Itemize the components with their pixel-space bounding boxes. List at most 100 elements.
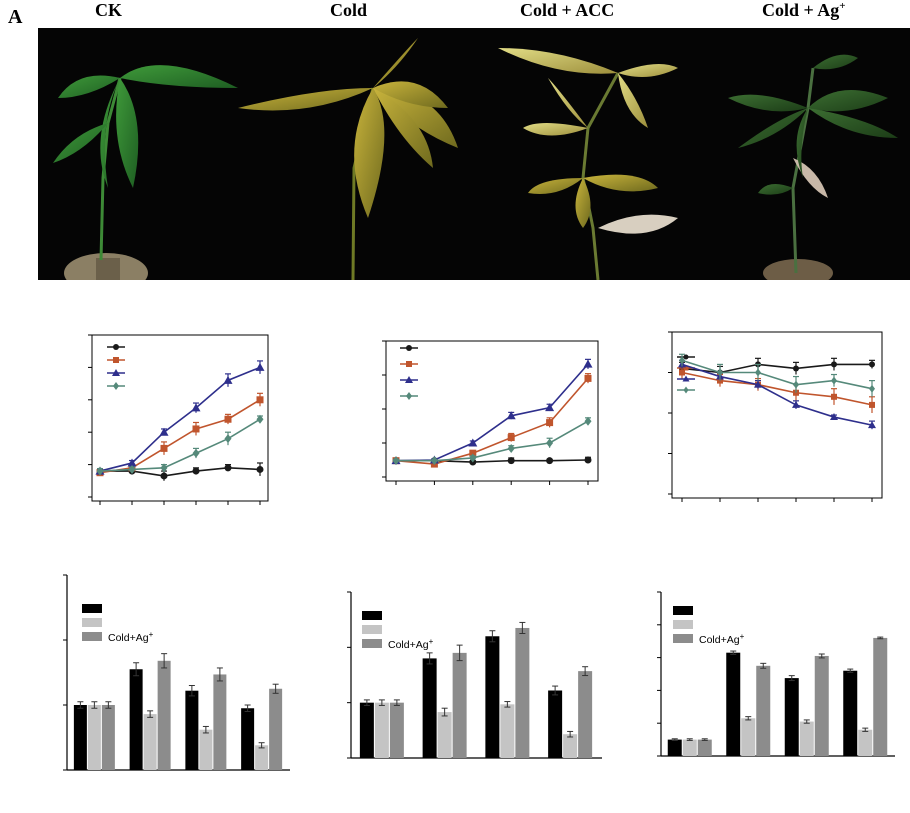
data-point: [256, 414, 264, 424]
bar: [814, 655, 829, 756]
data-point: [793, 380, 799, 389]
axis-frame: [671, 331, 883, 499]
series-line: [396, 420, 589, 462]
data-point: [96, 466, 104, 476]
bar: [500, 704, 515, 758]
legend-swatch: [82, 632, 102, 641]
data-point: [469, 453, 477, 463]
series-line: [681, 371, 873, 406]
legend-marker: [406, 392, 412, 400]
bar: [101, 705, 115, 770]
plant-ck: [53, 65, 238, 280]
legend-swatch: [673, 634, 693, 643]
panel-b-electrolyte-chart: [88, 334, 269, 505]
data-point: [869, 401, 875, 408]
data-point: [583, 359, 593, 368]
data-point: [584, 416, 592, 426]
data-point: [793, 365, 799, 372]
bar: [843, 670, 858, 756]
legend-label-sup: +: [149, 630, 154, 639]
data-point: [545, 403, 555, 412]
data-point: [224, 434, 232, 444]
bar: [213, 674, 227, 770]
data-point: [223, 375, 233, 384]
data-point: [546, 419, 554, 427]
legend-marker: [682, 375, 690, 382]
legend-swatch: [362, 639, 382, 648]
bar: [241, 708, 255, 770]
data-point: [192, 425, 200, 433]
legend-label-sup: +: [740, 632, 745, 641]
legend-marker: [113, 357, 119, 363]
data-point: [792, 400, 800, 408]
series-line: [395, 377, 589, 465]
legend-marker: [113, 344, 119, 350]
data-point: [830, 413, 838, 421]
legend-swatch: [82, 604, 102, 613]
data-point: [506, 411, 516, 420]
legend-marker: [406, 345, 412, 351]
data-point: [546, 457, 554, 465]
data-point: [468, 438, 478, 447]
legend-swatch: [673, 606, 693, 615]
data-point: [256, 465, 264, 473]
plant-cold-ag: [728, 54, 898, 280]
series-line: [681, 363, 873, 426]
series-line: [681, 363, 872, 374]
data-point: [392, 456, 400, 466]
bar: [255, 745, 269, 770]
data-point: [127, 458, 137, 467]
legend-label-main: Cold+Ag: [108, 632, 149, 644]
legend-marker: [683, 386, 689, 394]
data-point: [755, 368, 761, 377]
legend-marker: [683, 354, 689, 360]
photo-title-ck: CK: [95, 0, 122, 20]
panel-a-label: A: [8, 6, 23, 28]
legend-label: Cold+Ag+: [699, 632, 745, 646]
plant-photo-strip: [38, 28, 910, 280]
bar: [452, 652, 467, 758]
data-point: [868, 421, 876, 429]
data-point: [255, 362, 265, 371]
bar: [389, 702, 404, 758]
axis-frame: [385, 340, 599, 482]
legend-label: Cold+Ag+: [108, 630, 154, 644]
legend-label: Cold+Ag+: [388, 637, 434, 651]
data-point: [192, 448, 200, 458]
legend-marker: [112, 369, 120, 376]
series-line: [681, 359, 873, 390]
data-point: [717, 377, 723, 384]
bar: [185, 690, 199, 770]
plant-photos-illustration: [53, 38, 898, 280]
series-line: [100, 467, 261, 477]
bar: [741, 718, 756, 756]
data-point: [469, 449, 477, 457]
bar: [437, 712, 452, 758]
photo-title-cold: Cold: [330, 0, 368, 20]
bar: [756, 665, 771, 756]
series-line: [99, 418, 261, 472]
bar: [485, 636, 500, 758]
data-point: [754, 380, 762, 388]
bar: [726, 652, 741, 756]
data-point: [224, 464, 232, 472]
data-point: [679, 369, 685, 376]
legend-marker: [406, 361, 412, 367]
data-point: [224, 415, 232, 423]
bar: [129, 669, 143, 770]
bar: [143, 714, 157, 770]
bar: [374, 702, 389, 758]
panel-d-chlorophyll-chart: [668, 331, 883, 502]
bar: [87, 705, 101, 770]
bar: [157, 660, 171, 770]
bar: [697, 739, 712, 756]
data-point: [160, 463, 168, 473]
photo-title-cold-ag: Cold + Ag+: [762, 0, 846, 21]
bar: [548, 690, 563, 758]
data-point: [128, 464, 136, 474]
bar: [873, 637, 888, 756]
panel-c-mda-chart: [382, 340, 599, 485]
bar: [667, 739, 682, 756]
data-point: [192, 467, 200, 475]
bar: [359, 702, 374, 758]
